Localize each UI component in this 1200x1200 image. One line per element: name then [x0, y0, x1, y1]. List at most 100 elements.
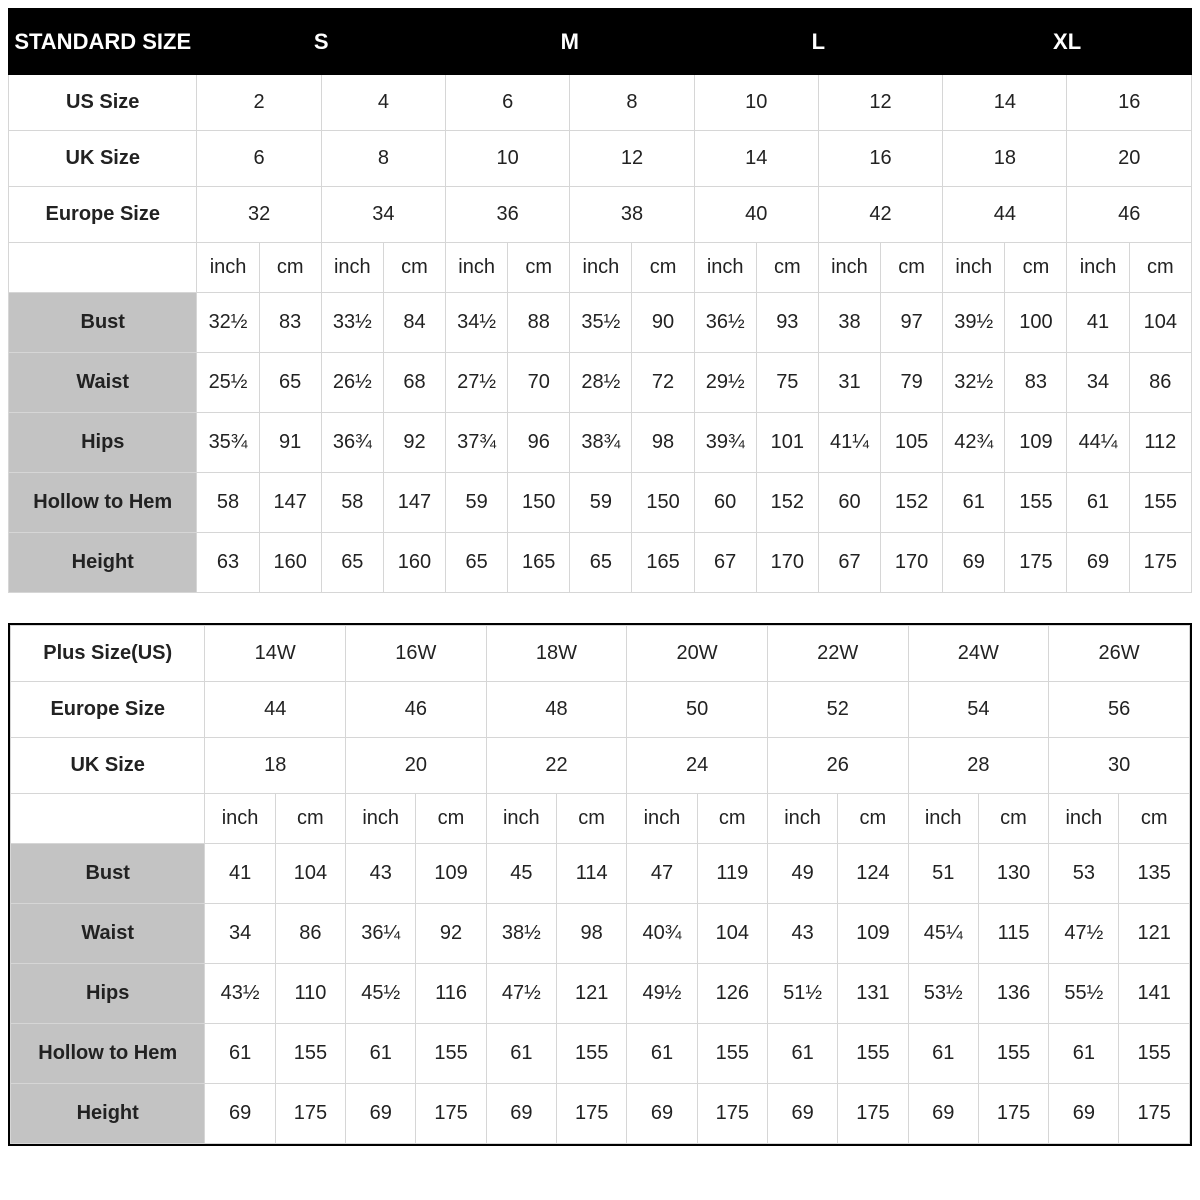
- measurement-inch: 47½: [486, 964, 556, 1024]
- measurement-cm: 98: [556, 904, 626, 964]
- measurement-cm: 84: [383, 293, 445, 353]
- size-row: UK Size68101214161820: [9, 131, 1192, 187]
- unit-inch: inch: [197, 243, 259, 293]
- measurement-cm: 79: [881, 353, 943, 413]
- measurement-label: Height: [9, 533, 197, 593]
- size-value: 10: [446, 131, 570, 187]
- measurement-cm: 86: [1129, 353, 1191, 413]
- measurement-inch: 29½: [694, 353, 756, 413]
- measurement-inch: 69: [767, 1084, 837, 1144]
- measurement-cm: 124: [838, 844, 908, 904]
- measurement-inch: 51: [908, 844, 978, 904]
- measurement-cm: 130: [978, 844, 1048, 904]
- measurement-cm: 175: [416, 1084, 486, 1144]
- measurement-cm: 68: [383, 353, 445, 413]
- measurement-label: Bust: [11, 844, 205, 904]
- measurement-inch: 49½: [627, 964, 697, 1024]
- unit-cm: cm: [632, 243, 694, 293]
- size-value: 20W: [627, 626, 768, 682]
- size-value: 16W: [346, 626, 487, 682]
- measurement-label: Height: [11, 1084, 205, 1144]
- measurement-inch: 69: [908, 1084, 978, 1144]
- size-value: 22W: [767, 626, 908, 682]
- measurement-inch: 39½: [943, 293, 1005, 353]
- measurement-inch: 61: [346, 1024, 416, 1084]
- plus-size-table-frame: Plus Size(US)14W16W18W20W22W24W26WEurope…: [8, 623, 1192, 1146]
- std-size-s: S: [197, 9, 446, 75]
- measurement-inch: 61: [486, 1024, 556, 1084]
- std-size-m: M: [446, 9, 695, 75]
- measurement-cm: 75: [756, 353, 818, 413]
- measurement-row: Bust41104431094511447119491245113053135: [11, 844, 1190, 904]
- measurement-cm: 97: [881, 293, 943, 353]
- measurement-inch: 53½: [908, 964, 978, 1024]
- unit-cm: cm: [508, 243, 570, 293]
- size-value: 24W: [908, 626, 1049, 682]
- size-value: 8: [570, 75, 694, 131]
- size-value: 20: [346, 738, 487, 794]
- measurement-inch: 28½: [570, 353, 632, 413]
- unit-cm: cm: [881, 243, 943, 293]
- size-row: US Size246810121416: [9, 75, 1192, 131]
- measurement-label: Waist: [9, 353, 197, 413]
- measurement-cm: 104: [1129, 293, 1191, 353]
- measurement-cm: 135: [1119, 844, 1190, 904]
- measurement-inch: 61: [627, 1024, 697, 1084]
- measurement-inch: 60: [694, 473, 756, 533]
- measurement-label: Hollow to Hem: [9, 473, 197, 533]
- measurement-inch: 45½: [346, 964, 416, 1024]
- standard-size-label: STANDARD SIZE: [9, 9, 197, 75]
- measurement-cm: 155: [556, 1024, 626, 1084]
- measurement-cm: 119: [697, 844, 767, 904]
- unit-inch: inch: [1067, 243, 1129, 293]
- measurement-cm: 101: [756, 413, 818, 473]
- measurement-cm: 175: [275, 1084, 345, 1144]
- standard-header-row: STANDARD SIZE S M L XL: [9, 9, 1192, 75]
- measurement-cm: 136: [978, 964, 1048, 1024]
- size-value: 28: [908, 738, 1049, 794]
- measurement-inch: 40¾: [627, 904, 697, 964]
- measurement-cm: 175: [1005, 533, 1067, 593]
- unit-cm: cm: [416, 794, 486, 844]
- measurement-inch: 38¾: [570, 413, 632, 473]
- size-value: 24: [627, 738, 768, 794]
- size-value: 6: [446, 75, 570, 131]
- measurement-inch: 55½: [1049, 964, 1119, 1024]
- measurement-inch: 45: [486, 844, 556, 904]
- measurement-cm: 155: [1005, 473, 1067, 533]
- measurement-cm: 65: [259, 353, 321, 413]
- measurement-inch: 60: [818, 473, 880, 533]
- measurement-inch: 69: [346, 1084, 416, 1144]
- measurement-inch: 59: [570, 473, 632, 533]
- measurement-inch: 27½: [446, 353, 508, 413]
- size-value: 12: [570, 131, 694, 187]
- measurement-inch: 36¾: [321, 413, 383, 473]
- measurement-inch: 39¾: [694, 413, 756, 473]
- size-value: 52: [767, 682, 908, 738]
- unit-row-blank: [9, 243, 197, 293]
- measurement-inch: 61: [205, 1024, 275, 1084]
- measurement-cm: 152: [881, 473, 943, 533]
- size-value: 36: [446, 187, 570, 243]
- size-value: 4: [321, 75, 445, 131]
- size-row: Plus Size(US)14W16W18W20W22W24W26W: [11, 626, 1190, 682]
- measurement-cm: 116: [416, 964, 486, 1024]
- measurement-inch: 32½: [943, 353, 1005, 413]
- std-size-l: L: [694, 9, 943, 75]
- measurement-cm: 114: [556, 844, 626, 904]
- measurement-row: Height6917569175691756917569175691756917…: [11, 1084, 1190, 1144]
- unit-cm: cm: [1129, 243, 1191, 293]
- size-row: Europe Size3234363840424446: [9, 187, 1192, 243]
- size-value: 26W: [1049, 626, 1190, 682]
- measurement-inch: 61: [908, 1024, 978, 1084]
- size-value: 18: [205, 738, 346, 794]
- unit-cm: cm: [838, 794, 908, 844]
- size-value: 44: [205, 682, 346, 738]
- measurement-inch: 41: [1067, 293, 1129, 353]
- size-row-label: UK Size: [11, 738, 205, 794]
- measurement-inch: 44¼: [1067, 413, 1129, 473]
- measurement-cm: 72: [632, 353, 694, 413]
- measurement-inch: 43½: [205, 964, 275, 1024]
- measurement-inch: 69: [1067, 533, 1129, 593]
- measurement-label: Hips: [11, 964, 205, 1024]
